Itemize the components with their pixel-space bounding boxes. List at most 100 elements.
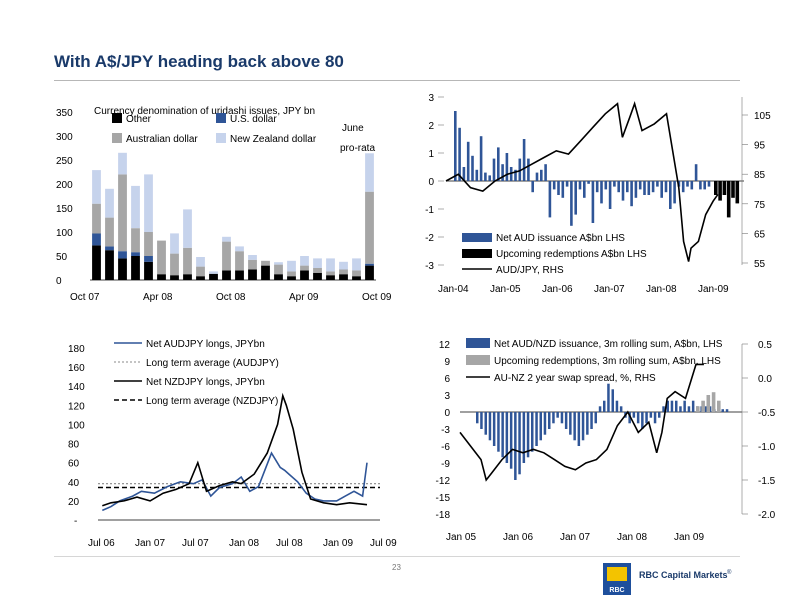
bar [476,412,479,424]
bar [118,152,127,175]
y-tick-label: 0 [56,276,62,287]
bar [527,158,530,181]
bar [570,181,573,226]
y-tick-label: -1 [425,205,434,216]
bar [183,209,192,248]
bar [466,141,470,181]
audjpy-longs-line [101,451,368,512]
bar [157,274,166,280]
bar [365,153,374,192]
y-tick-label: 40 [68,478,80,489]
y-tick-label: -9 [441,459,450,470]
bar [565,181,569,187]
bar [522,139,526,181]
y-tick-label: 200 [56,180,73,191]
bar [157,240,166,275]
x-tick-label: Jan 06 [503,532,533,543]
legend-label: Upcoming redemptions, 3m rolling sum, A$… [494,356,721,367]
bar [670,400,674,412]
bar [170,275,179,280]
y2-tick-label: 95 [754,141,766,152]
legend-label: New Zealand dollar [230,134,317,145]
y-tick-label: 9 [444,357,450,368]
bar [653,412,657,424]
bar [471,155,474,181]
bar [535,172,539,181]
bar [131,185,140,229]
annotation: pro-rata [340,143,375,154]
x-tick-label: Jan 05 [446,532,476,543]
redemption-bar [706,395,711,412]
bar [118,174,127,252]
bar [313,268,322,273]
legend-label: Upcoming redemptions A$bn LHS [496,249,647,260]
bar [509,412,513,469]
bar [611,389,614,412]
y-tick-label: 350 [56,108,73,119]
page-title: With A$/JPY heading back above 80 [54,52,344,71]
y2-tick-label: 65 [754,229,766,240]
bar [518,158,522,181]
redemption-bar [722,181,727,195]
x-tick-label: Jul 07 [182,538,209,549]
y2-tick-label: 55 [754,259,766,270]
y2-tick-label: 105 [754,111,771,122]
bar [564,412,568,429]
x-tick-label: Jan-06 [542,284,573,295]
bar [170,233,179,254]
bar [118,251,127,259]
legend-swatch [112,113,122,123]
bar [222,270,231,280]
bar [118,258,127,280]
bar [594,412,597,424]
footer-rule [54,556,740,557]
bar [543,412,547,435]
y-tick-label: 100 [68,420,85,431]
bar [531,412,534,452]
bar [621,181,625,201]
redemption-bar [717,400,721,412]
legend-swatch [462,233,492,242]
bar [725,409,729,412]
y-tick-label: 160 [68,363,85,374]
bar [144,256,153,262]
bar [274,262,283,265]
legend-swatch [466,338,490,348]
x-tick-label: Jan-07 [594,284,625,295]
rbc-logo-text: RBC [609,587,624,594]
bar [235,270,244,280]
bar [144,232,153,256]
legend-label: Other [126,114,152,125]
bar [638,181,642,190]
bar [144,261,153,280]
bar [454,111,457,181]
bar [144,174,153,232]
bar [679,406,682,412]
bar [578,181,582,190]
legend-label: AU-NZ 2 year swap spread, %, RHS [494,373,656,384]
jpy-longs-chart: - 20 40 60 80 100 120 140 160 180 Jul 06 Jan 07 Jul … [68,339,397,549]
legend-label: AUD/JPY, RHS [496,265,564,276]
bar [694,164,698,181]
bar [131,228,140,253]
legend-swatch [216,113,226,123]
bar [683,400,686,412]
y2-tick-label: 0.0 [758,374,772,385]
bar [703,181,706,190]
x-tick-label: Jul 09 [370,538,397,549]
legend-label: Long term average (NZDJPY) [146,396,278,407]
y-tick-label: 0 [444,408,450,419]
bar [552,181,556,190]
redemption-bar [718,181,722,201]
bar [248,255,257,260]
bar [492,158,496,181]
brand-name: RBC Capital Markets [639,570,728,580]
bar [590,412,593,429]
y-tick-label: 0 [428,177,434,188]
uridashi-chart: Currency denomination of uridashi issues… [56,106,392,303]
bar [287,260,296,272]
bar [573,412,576,441]
bar [632,412,636,418]
redemption-bar [696,406,700,412]
bar [352,270,361,277]
